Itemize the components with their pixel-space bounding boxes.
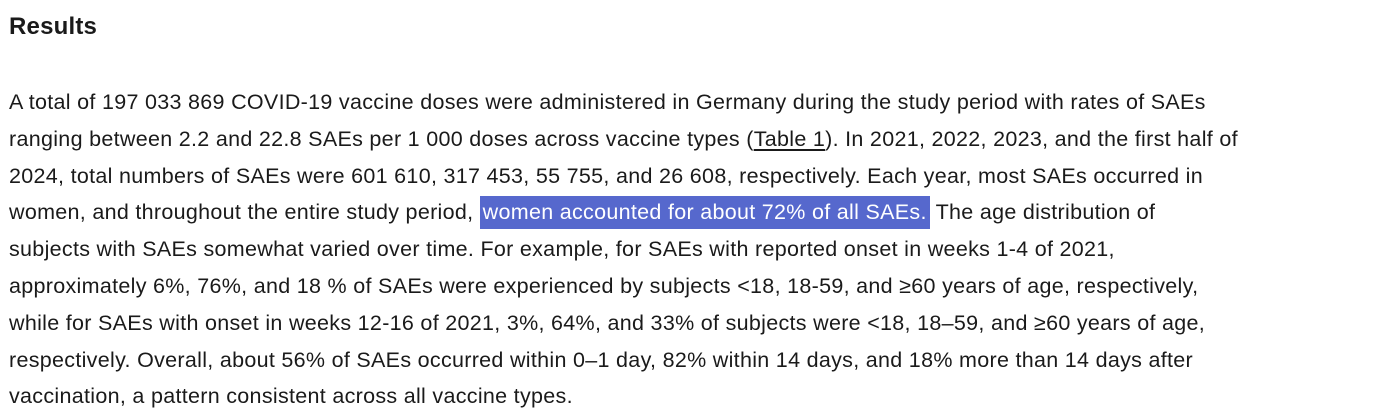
- paragraph-line-7: while for SAEs with onset in weeks 12-16…: [9, 305, 1375, 342]
- paragraph-line-9: vaccination, a pattern consistent across…: [9, 378, 1375, 411]
- text-segment: A total of 197 033 869 COVID-19 vaccine …: [9, 90, 1206, 114]
- highlighted-sentence: women accounted for about 72% of all SAE…: [479, 196, 930, 230]
- paragraph-line-4: women, and throughout the entire study p…: [9, 194, 1375, 231]
- text-segment: women, and throughout the entire study p…: [9, 200, 480, 225]
- text-segment: respectively. Overall, about 56% of SAEs…: [9, 347, 1193, 372]
- results-section-heading: Results: [9, 13, 98, 40]
- text-segment: subjects with SAEs somewhat varied over …: [9, 237, 1115, 262]
- text-segment: The age distribution of: [929, 200, 1156, 225]
- paragraph-line-6: approximately 6%, 76%, and 18 % of SAEs …: [9, 268, 1375, 305]
- text-segment: 2024, total numbers of SAEs were 601 610…: [9, 163, 1204, 188]
- text-segment: ). In 2021, 2022, 2023, and the first ha…: [825, 126, 1238, 151]
- text-segment: vaccination, a pattern consistent across…: [9, 384, 573, 409]
- paragraph-line-2: ranging between 2.2 and 22.8 SAEs per 1 …: [9, 121, 1375, 158]
- paragraph-line-1: A total of 197 033 869 COVID-19 vaccine …: [9, 84, 1375, 121]
- paragraph-line-8: respectively. Overall, about 56% of SAEs…: [9, 342, 1375, 379]
- text-segment: approximately 6%, 76%, and 18 % of SAEs …: [9, 273, 1199, 298]
- text-segment: while for SAEs with onset in weeks 12-16…: [9, 310, 1206, 335]
- paragraph-line-5: subjects with SAEs somewhat varied over …: [9, 231, 1375, 268]
- results-paragraph: A total of 197 033 869 COVID-19 vaccine …: [9, 84, 1375, 411]
- text-segment: ranging between 2.2 and 22.8 SAEs per 1 …: [9, 126, 754, 151]
- table-1-link[interactable]: Table 1: [753, 126, 826, 151]
- paragraph-line-3: 2024, total numbers of SAEs were 601 610…: [9, 158, 1375, 195]
